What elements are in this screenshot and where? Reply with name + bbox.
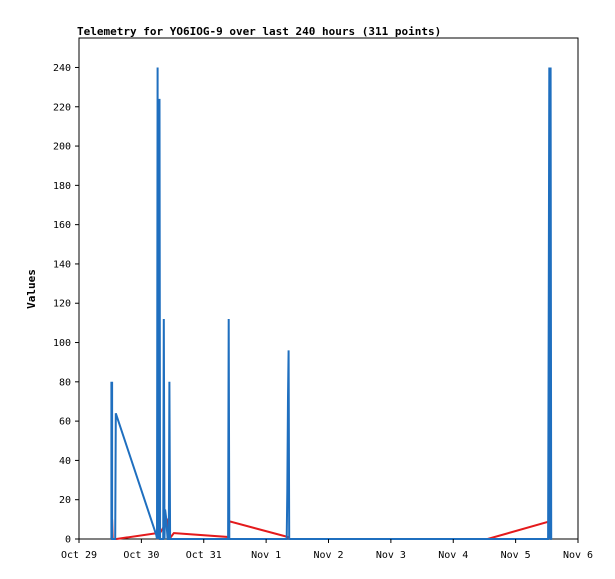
series-line-2: [110, 67, 553, 540]
x-tick-label: Nov 3: [376, 550, 406, 561]
y-tick-label: 120: [53, 299, 71, 310]
y-tick-label: 40: [59, 456, 71, 467]
series-layer: [110, 67, 553, 540]
y-tick-label: 20: [59, 495, 71, 506]
x-tick-label: Nov 2: [313, 550, 343, 561]
y-tick-label: 140: [53, 259, 71, 270]
x-tick-label: Nov 6: [563, 550, 593, 561]
plot-area: [78, 37, 579, 540]
y-tick-label: 80: [59, 377, 71, 388]
y-tick-label: 180: [53, 181, 71, 192]
y-tick-label: 60: [59, 417, 71, 428]
y-tick-label: 0: [65, 535, 71, 546]
chart-title: Telemetry for YO6IOG-9 over last 240 hou…: [77, 25, 441, 38]
y-tick-label: 160: [53, 220, 71, 231]
y-tick-label: 220: [53, 102, 71, 113]
y-axis-ticks: 0 20 40 60 80 100 120 140 160 180 200 220 240: [53, 63, 79, 546]
x-tick-label: Oct 29: [61, 550, 97, 561]
x-tick-label: Oct 30: [123, 550, 159, 561]
x-tick-label: Nov 5: [501, 550, 531, 561]
x-tick-label: Nov 1: [251, 550, 281, 561]
x-tick-label: Nov 4: [438, 550, 468, 561]
y-tick-label: 100: [53, 338, 71, 349]
x-tick-label: Oct 31: [186, 550, 222, 561]
y-axis-label: Values: [25, 269, 38, 309]
y-tick-label: 240: [53, 63, 71, 74]
y-tick-label: 200: [53, 142, 71, 153]
x-axis-ticks: Oct 29 Oct 30 Oct 31 Nov 1 Nov 2 Nov 3 Nov 4 No…: [61, 539, 593, 561]
